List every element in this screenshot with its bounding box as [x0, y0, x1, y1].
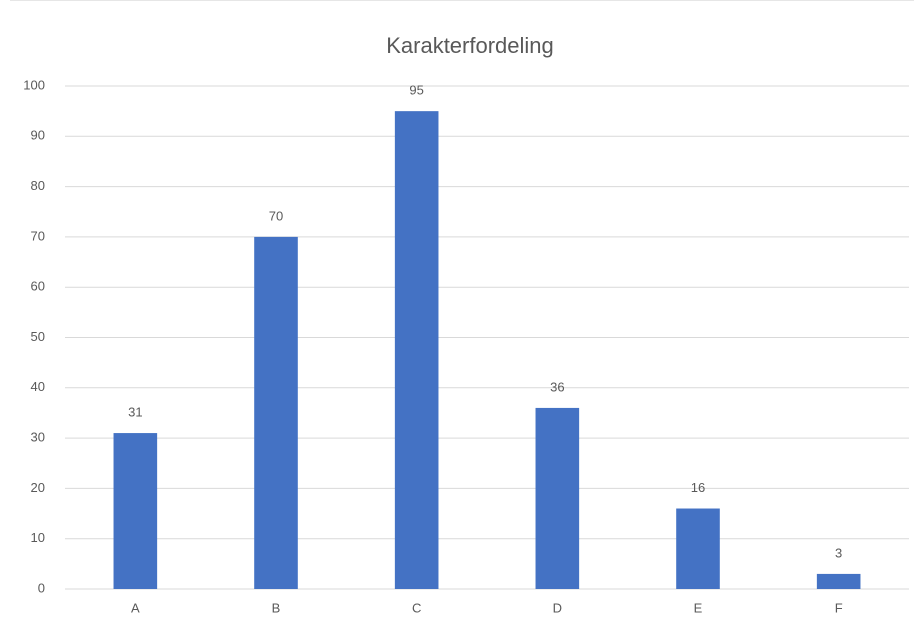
- bar: [676, 508, 720, 589]
- bar: [394, 111, 439, 590]
- y-tick-label: 20: [31, 480, 45, 495]
- bar: [254, 236, 298, 589]
- y-tick-label: 10: [31, 530, 45, 545]
- bar: [535, 407, 580, 589]
- y-tick-label: 50: [31, 329, 45, 344]
- x-tick-label: C: [412, 600, 421, 615]
- y-tick-label: 70: [31, 228, 45, 243]
- y-tick-label: 40: [31, 379, 45, 394]
- data-label: 70: [269, 208, 283, 223]
- y-tick-label: 60: [31, 279, 45, 294]
- data-label: 31: [128, 405, 142, 420]
- y-tick-label: 0: [38, 580, 45, 595]
- bar: [113, 433, 158, 589]
- x-tick-label: B: [272, 600, 281, 615]
- x-tick-label: F: [835, 600, 843, 615]
- y-tick-label: 30: [31, 430, 45, 445]
- data-label: 3: [835, 545, 842, 560]
- x-tick-label: A: [131, 600, 140, 615]
- bar: [816, 573, 861, 589]
- data-label: 16: [691, 480, 705, 495]
- x-tick-label: E: [694, 600, 703, 615]
- chart-title: Karakterfordeling: [386, 33, 554, 58]
- x-tick-label: D: [553, 600, 562, 615]
- y-tick-label: 90: [31, 128, 45, 143]
- y-tick-label: 100: [23, 77, 45, 92]
- data-label: 36: [550, 379, 564, 394]
- data-label: 95: [409, 83, 423, 98]
- y-tick-label: 80: [31, 178, 45, 193]
